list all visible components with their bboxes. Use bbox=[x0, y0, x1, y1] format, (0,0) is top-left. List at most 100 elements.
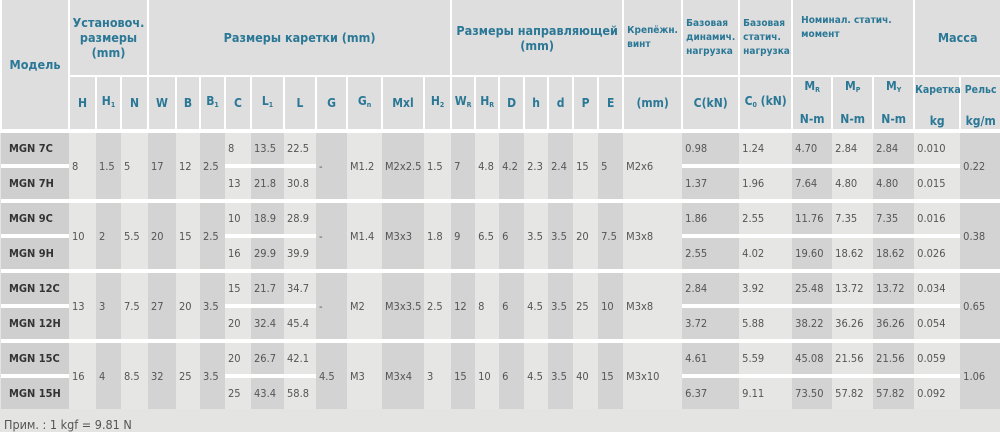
header-moment-r: MR N-m bbox=[791, 76, 834, 132]
cell: 5.5 bbox=[121, 199, 148, 271]
cell: 20 bbox=[573, 199, 599, 271]
header-col: C bbox=[224, 76, 252, 133]
model-name: MGN 12H bbox=[1, 304, 69, 341]
header-model: Модель bbox=[0, 0, 70, 132]
cell: 3.5 bbox=[548, 199, 574, 271]
cell: 42.1 bbox=[284, 339, 316, 376]
spec-table: Модель Установоч. размеры (mm) Размеры к… bbox=[0, 0, 1000, 409]
cell: 25 bbox=[573, 269, 599, 341]
col-symbol: G bbox=[327, 95, 336, 110]
header-mass: Масса bbox=[913, 0, 1000, 77]
header-col: H1 bbox=[95, 76, 122, 133]
cell: 8.5 bbox=[121, 339, 148, 409]
cell: 29.9 bbox=[251, 234, 284, 271]
cell: 2.55 bbox=[739, 199, 793, 236]
header-col: Mxl bbox=[381, 76, 425, 133]
cell: 38.22 bbox=[792, 304, 833, 341]
moment-subscript: Y bbox=[896, 86, 902, 94]
table-row: MGN 12H 20 32.4 45.4 3.72 5.88 38.22 36.26 36.26… bbox=[1, 304, 1000, 341]
cell: 10 bbox=[69, 199, 96, 271]
model-name: MGN 7H bbox=[1, 164, 69, 201]
cell: 12 bbox=[176, 129, 200, 201]
cell: 6 bbox=[499, 199, 525, 271]
cell: M3x3.5 bbox=[382, 269, 424, 341]
col-symbol: (mm) bbox=[636, 95, 669, 110]
cell: 15 bbox=[573, 129, 599, 201]
cell: 15 bbox=[176, 199, 200, 271]
header-col: HR bbox=[474, 76, 501, 133]
col-symbol: B bbox=[206, 93, 215, 108]
header-col: B bbox=[175, 76, 201, 133]
col-symbol: H bbox=[430, 93, 440, 108]
cell: 2.4 bbox=[548, 129, 574, 201]
cell: 4.80 bbox=[832, 164, 874, 201]
cell: 4.5 bbox=[524, 269, 549, 341]
cell: 34.7 bbox=[284, 269, 316, 306]
col-subscript: 2 bbox=[439, 100, 445, 109]
cell: 3.92 bbox=[739, 269, 793, 306]
col-symbol: P bbox=[581, 95, 590, 110]
header-stat-load: Базовая статич. нагрузка bbox=[738, 0, 794, 77]
cell: 45.4 bbox=[284, 304, 316, 341]
cell: 25 bbox=[176, 339, 200, 409]
cell: 17 bbox=[148, 129, 176, 201]
header-col: B1 bbox=[199, 76, 226, 133]
table-row: MGN 12C 13 3 7.5 27 20 3.5 15 21.7 34.7- M2 M3x3.5 2… bbox=[1, 269, 1000, 341]
cell: 2.55 bbox=[682, 234, 740, 271]
cell: 13 bbox=[69, 269, 96, 341]
moment-subscript: R bbox=[815, 86, 820, 94]
mass-unit: kg bbox=[929, 114, 945, 128]
col-symbol: G bbox=[357, 93, 367, 108]
header-moment: Номинал. статич. момент bbox=[791, 0, 916, 77]
cell: M3x4 bbox=[382, 339, 424, 409]
cell: 6.5 bbox=[475, 199, 500, 271]
header-col: C(kN) bbox=[681, 76, 741, 133]
cell: 21.56 bbox=[832, 339, 874, 376]
header-col: D bbox=[498, 76, 526, 133]
header-carriage: Размеры каретки (mm) bbox=[146, 0, 453, 77]
cell: 7.35 bbox=[832, 199, 874, 236]
cell: 6.37 bbox=[682, 374, 740, 409]
cell: 9.11 bbox=[739, 374, 793, 409]
cell: 25 bbox=[225, 374, 251, 409]
cell: 0.016 bbox=[914, 199, 961, 236]
cell: 7.64 bbox=[792, 164, 833, 201]
cell: M1.2 bbox=[347, 129, 382, 201]
table-row: MGN 9C 10 2 5.5 20 15 2.5 10 18.9 28.9- M1.4 M3x3 1.… bbox=[1, 199, 1000, 271]
header-mass-1: Рельс kg/m bbox=[959, 76, 1000, 132]
header-col: WR bbox=[450, 76, 477, 133]
rail-mass: 1.06 bbox=[960, 339, 1000, 409]
col-symbol: H bbox=[77, 95, 88, 110]
header-col: H2 bbox=[422, 76, 453, 133]
cell: 8 bbox=[475, 269, 500, 341]
cell: - bbox=[316, 199, 347, 271]
rail-mass: 0.65 bbox=[960, 269, 1000, 341]
cell: 3.5 bbox=[548, 269, 574, 341]
cell: 4.2 bbox=[499, 129, 525, 201]
col-subscript: 1 bbox=[214, 100, 219, 109]
col-symbol: B bbox=[183, 95, 193, 110]
col-symbol: Mxl bbox=[392, 95, 414, 110]
col-symbol: C bbox=[744, 93, 753, 108]
header-col: d bbox=[547, 76, 575, 133]
cell: 20 bbox=[225, 304, 251, 341]
moment-unit: N-m bbox=[840, 112, 866, 126]
cell: 4.02 bbox=[739, 234, 793, 271]
cell: 30.8 bbox=[284, 164, 316, 201]
col-symbol: W bbox=[454, 93, 467, 108]
cell: 4.8 bbox=[475, 129, 500, 201]
moment-symbol: M bbox=[886, 79, 897, 93]
cell: 1.8 bbox=[424, 199, 452, 271]
cell: 0.98 bbox=[682, 129, 740, 166]
cell: 28.9 bbox=[284, 199, 316, 236]
col-subscript: R bbox=[466, 100, 472, 109]
cell: 73.50 bbox=[792, 374, 833, 409]
header-col: C0 (kN) bbox=[738, 76, 794, 133]
cell: 21.8 bbox=[251, 164, 284, 201]
cell: 7.35 bbox=[873, 199, 915, 236]
col-symbol: h bbox=[532, 95, 540, 110]
cell: M1.4 bbox=[347, 199, 382, 271]
cell: 58.8 bbox=[284, 374, 316, 409]
cell: 25.48 bbox=[792, 269, 833, 306]
cell: 4 bbox=[96, 339, 121, 409]
